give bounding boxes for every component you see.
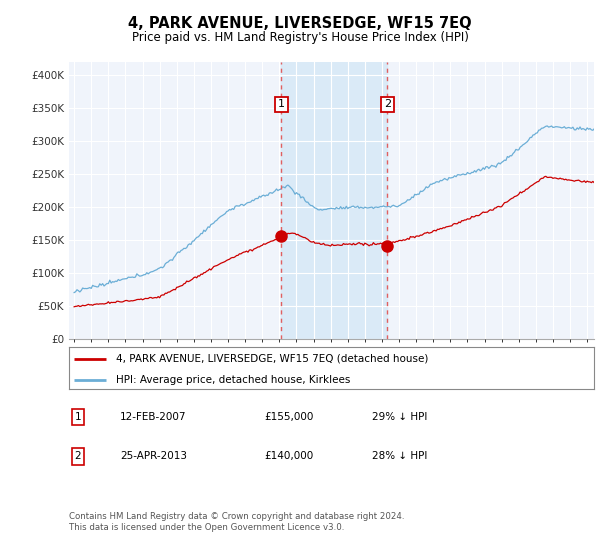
Text: Contains HM Land Registry data © Crown copyright and database right 2024.
This d: Contains HM Land Registry data © Crown c… (69, 512, 404, 532)
Text: HPI: Average price, detached house, Kirklees: HPI: Average price, detached house, Kirk… (116, 375, 350, 385)
Text: 2: 2 (74, 451, 82, 461)
Text: £140,000: £140,000 (264, 451, 313, 461)
Text: 4, PARK AVENUE, LIVERSEDGE, WF15 7EQ (detached house): 4, PARK AVENUE, LIVERSEDGE, WF15 7EQ (de… (116, 354, 428, 364)
Text: 29% ↓ HPI: 29% ↓ HPI (372, 412, 427, 422)
Text: 28% ↓ HPI: 28% ↓ HPI (372, 451, 427, 461)
Text: 1: 1 (278, 100, 285, 110)
Text: 1: 1 (74, 412, 82, 422)
Text: 4, PARK AVENUE, LIVERSEDGE, WF15 7EQ: 4, PARK AVENUE, LIVERSEDGE, WF15 7EQ (128, 16, 472, 31)
Text: 2: 2 (384, 100, 391, 110)
Text: £155,000: £155,000 (264, 412, 313, 422)
Text: Price paid vs. HM Land Registry's House Price Index (HPI): Price paid vs. HM Land Registry's House … (131, 31, 469, 44)
Text: 25-APR-2013: 25-APR-2013 (120, 451, 187, 461)
Text: 12-FEB-2007: 12-FEB-2007 (120, 412, 187, 422)
Bar (281, 62, 388, 339)
